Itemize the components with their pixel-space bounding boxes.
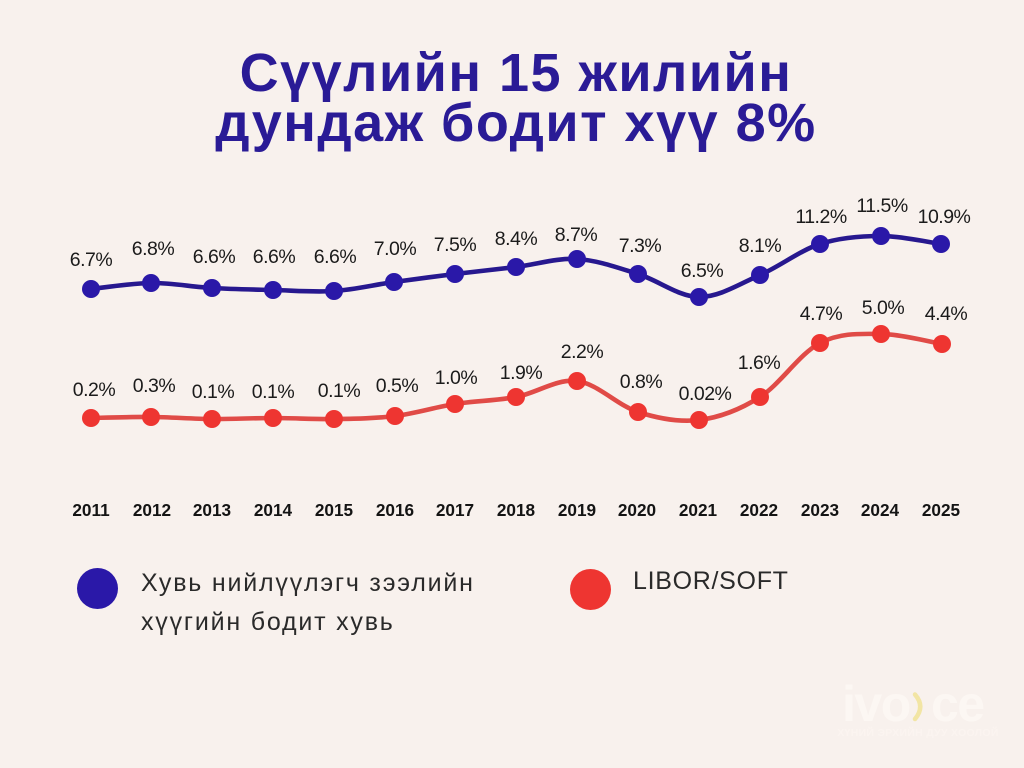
svg-text:1.9%: 1.9% [500,362,543,384]
svg-text:2018: 2018 [497,500,536,520]
svg-text:2022: 2022 [740,500,778,520]
svg-text:0.5%: 0.5% [376,375,419,397]
svg-text:6.6%: 6.6% [193,246,236,268]
svg-text:10.9%: 10.9% [918,206,971,228]
svg-text:2025: 2025 [922,500,961,520]
svg-text:2016: 2016 [376,500,414,520]
svg-text:0.8%: 0.8% [620,371,663,393]
svg-text:11.2%: 11.2% [795,206,847,228]
svg-text:0.3%: 0.3% [133,375,176,397]
svg-text:11.5%: 11.5% [856,195,908,217]
svg-text:2012: 2012 [133,500,171,520]
svg-text:1.6%: 1.6% [738,352,781,374]
svg-text:0.1%: 0.1% [318,380,361,402]
svg-text:0.02%: 0.02% [679,383,732,405]
svg-text:8.7%: 8.7% [555,224,598,246]
svg-text:ХҮНИЙ ЭРХИЙН ДУУ ХООЛОЙ: ХҮНИЙ ЭРХИЙН ДУУ ХООЛОЙ [837,726,998,739]
svg-text:2021: 2021 [679,500,718,520]
svg-text:2017: 2017 [436,500,474,520]
svg-text:8.4%: 8.4% [495,228,538,250]
svg-text:6.5%: 6.5% [681,260,724,282]
svg-text:2015: 2015 [315,500,354,520]
svg-text:2020: 2020 [618,500,656,520]
svg-text:8.1%: 8.1% [739,235,782,257]
svg-text:0.1%: 0.1% [192,381,235,403]
svg-text:7.0%: 7.0% [374,238,417,260]
svg-text:6.7%: 6.7% [70,249,113,271]
svg-text:2014: 2014 [254,500,293,520]
svg-text:4.4%: 4.4% [925,303,968,325]
svg-text:6.6%: 6.6% [253,246,296,268]
svg-text:4.7%: 4.7% [800,303,843,325]
svg-text:6.6%: 6.6% [314,246,357,268]
svg-text:2011: 2011 [72,500,110,520]
svg-text:2019: 2019 [558,500,596,520]
svg-text:ce: ce [931,676,984,732]
svg-text:0.2%: 0.2% [73,379,116,401]
svg-text:2024: 2024 [861,500,900,520]
svg-text:7.3%: 7.3% [619,235,662,257]
svg-text:1.0%: 1.0% [435,367,478,389]
svg-text:2013: 2013 [193,500,231,520]
svg-text:ivo: ivo [842,676,910,732]
svg-text:7.5%: 7.5% [434,234,477,256]
svg-text:0.1%: 0.1% [252,381,295,403]
svg-text:5.0%: 5.0% [862,297,905,319]
svg-text:6.8%: 6.8% [132,238,175,260]
svg-text:2023: 2023 [801,500,839,520]
svg-text:2.2%: 2.2% [561,341,604,363]
